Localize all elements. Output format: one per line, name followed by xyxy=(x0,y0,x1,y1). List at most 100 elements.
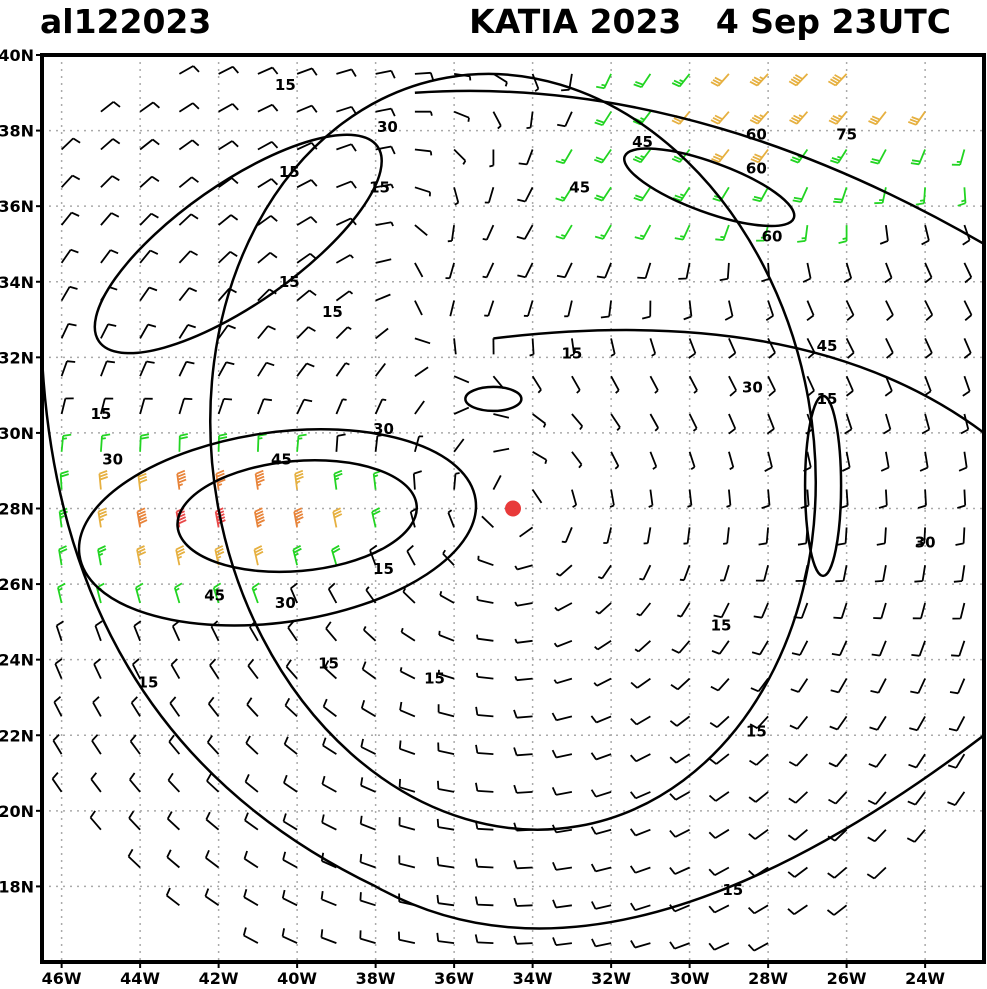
wind-barb xyxy=(749,111,769,125)
wind-barb xyxy=(375,293,391,302)
wind-barb xyxy=(963,300,973,321)
wind-barb xyxy=(206,735,220,755)
wind-barb xyxy=(634,224,652,241)
wind-barb xyxy=(475,706,494,718)
wind-barb xyxy=(962,224,971,246)
wind-barb xyxy=(55,620,64,642)
contour-label: 60 xyxy=(746,125,767,143)
contour-label: 15 xyxy=(722,881,743,899)
wind-barb xyxy=(453,375,470,384)
lat-tick-label: 36N xyxy=(0,197,34,216)
wind-barb xyxy=(958,451,968,472)
wind-barb xyxy=(217,433,228,452)
wind-barb xyxy=(709,715,730,728)
wind-barb xyxy=(284,697,298,718)
wind-barb xyxy=(257,325,276,339)
wind-barb xyxy=(908,753,926,769)
wind-barb xyxy=(879,224,889,245)
wind-barb xyxy=(218,214,239,226)
contour-label: 15 xyxy=(424,670,445,688)
lon-tick-label: 40W xyxy=(277,969,317,988)
wind-barb xyxy=(788,791,809,804)
wind-barb xyxy=(493,447,510,453)
wind-barb xyxy=(596,73,612,90)
wind-barb xyxy=(492,111,502,130)
wind-barb xyxy=(590,752,612,761)
wind-barb xyxy=(595,602,612,615)
wind-barb xyxy=(244,812,259,831)
wind-barb xyxy=(669,753,691,764)
wind-barb xyxy=(719,262,730,282)
wind-barb xyxy=(571,451,583,469)
wind-barb xyxy=(375,107,396,117)
wind-barb xyxy=(531,73,540,92)
wind-barb xyxy=(924,338,933,359)
wind-barb xyxy=(414,300,423,316)
wind-barb xyxy=(178,65,200,75)
wind-barb xyxy=(553,639,573,648)
wind-barb xyxy=(129,734,141,755)
wind-barb xyxy=(128,810,141,831)
wind-barb xyxy=(247,658,259,680)
wind-barb xyxy=(294,469,304,490)
wind-barb xyxy=(139,397,153,415)
contour-label: 30 xyxy=(377,118,398,136)
wind-barb xyxy=(243,850,259,869)
wind-barb xyxy=(953,565,966,583)
wind-barb xyxy=(335,254,354,264)
wind-barb xyxy=(283,736,298,755)
wind-barb xyxy=(677,602,691,618)
wind-barb xyxy=(594,640,612,651)
wind-barb xyxy=(475,744,494,755)
wind-barb xyxy=(802,262,812,283)
wind-barb xyxy=(761,489,771,510)
wind-barb xyxy=(590,863,612,873)
wind-barb xyxy=(169,696,181,717)
wind-barb xyxy=(844,413,853,435)
wind-barb xyxy=(371,507,381,528)
wind-barb xyxy=(962,375,971,397)
wind-barb xyxy=(323,660,338,680)
contour-label: 75 xyxy=(836,125,857,143)
wind-barb xyxy=(683,300,693,321)
wind-barb xyxy=(139,360,155,377)
wind-barb xyxy=(513,784,533,794)
wind-barb xyxy=(282,813,298,831)
wind-barb xyxy=(320,929,337,944)
wind-barb xyxy=(531,375,542,394)
wind-barb xyxy=(165,887,180,907)
wind-barb xyxy=(838,225,848,244)
wind-barb xyxy=(139,212,159,226)
contour-label: 15 xyxy=(369,178,390,196)
wind-barb xyxy=(281,928,298,944)
wind-barb xyxy=(135,582,144,604)
wind-barb xyxy=(257,178,279,189)
wind-barb xyxy=(564,300,573,318)
wind-barb xyxy=(482,262,495,279)
wind-barb xyxy=(791,640,809,656)
wind-barb xyxy=(100,360,116,377)
contour-label: 45 xyxy=(569,178,590,196)
wind-barb xyxy=(523,300,534,317)
lat-tick-label: 34N xyxy=(0,273,34,292)
wind-barb xyxy=(924,300,934,321)
contour-label: 60 xyxy=(762,227,783,245)
wind-barb xyxy=(867,791,887,806)
wind-barb xyxy=(136,507,148,528)
wind-barb xyxy=(513,935,533,945)
wind-barb xyxy=(436,932,455,944)
wind-barb xyxy=(597,564,612,580)
wind-barb xyxy=(476,672,494,680)
wind-barb xyxy=(130,696,141,717)
wind-barb xyxy=(57,582,66,604)
wind-barb xyxy=(837,527,848,546)
wind-barb xyxy=(335,290,354,302)
wind-barb xyxy=(609,489,615,508)
wind-barb xyxy=(414,71,435,81)
wind-barb xyxy=(916,527,926,546)
wind-barb xyxy=(957,187,967,207)
wind-barb xyxy=(639,564,652,581)
wind-barb xyxy=(412,470,422,490)
wind-barb xyxy=(205,811,220,831)
